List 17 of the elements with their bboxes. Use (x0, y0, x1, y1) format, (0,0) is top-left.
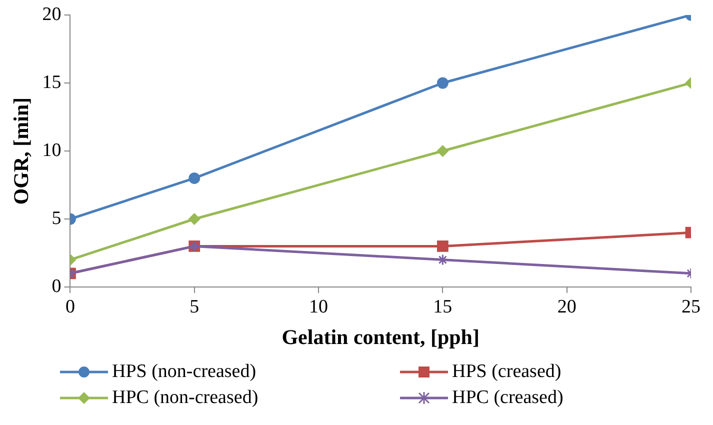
x-tick-label: 25 (682, 296, 700, 318)
y-tick-label: 20 (42, 4, 62, 25)
x-tick-label: 0 (65, 296, 75, 318)
legend-label: HPC (non-creased) (112, 387, 258, 409)
x-tick-label: 20 (557, 296, 576, 318)
legend-label: HPC (creased) (452, 387, 564, 409)
y-tick-label: 5 (52, 208, 62, 229)
y-tick-label: 10 (42, 140, 62, 161)
x-tick-label: 5 (190, 296, 200, 318)
legend-label: HPS (non-creased) (112, 361, 256, 383)
x-tick-label: 10 (309, 296, 328, 318)
y-axis-title: OGR, [min] (9, 97, 34, 205)
x-axis-title: Gelatin content, [pph] (282, 324, 480, 349)
y-tick-label: 0 (52, 276, 62, 297)
y-tick-label: 15 (42, 72, 62, 93)
x-tick-label: 15 (433, 296, 452, 318)
legend-label: HPS (creased) (452, 361, 562, 383)
